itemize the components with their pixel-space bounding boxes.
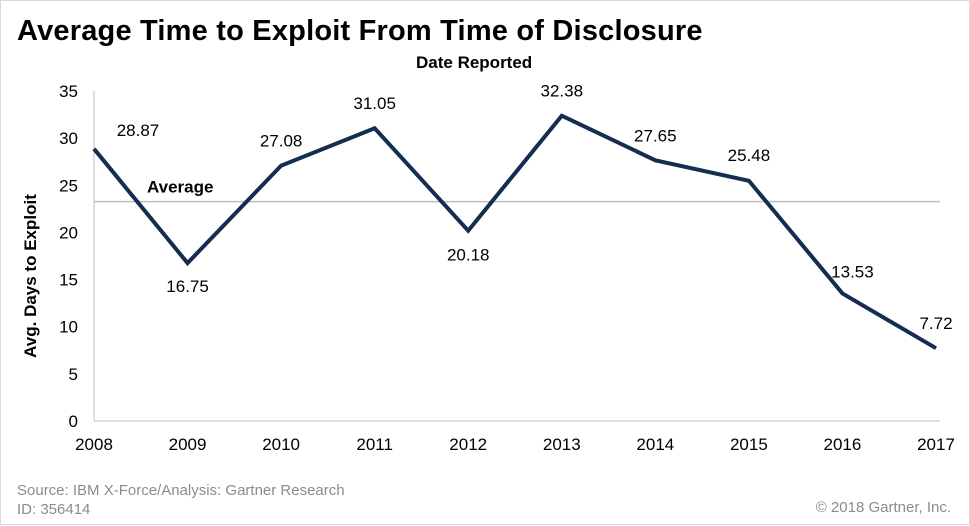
x-tick-label: 2010 [262, 435, 300, 454]
series-line [92, 113, 938, 350]
data-label: 20.18 [447, 246, 490, 265]
data-label: 28.87 [117, 121, 160, 140]
y-tick-label: 10 [59, 318, 78, 337]
data-label: 27.08 [260, 132, 303, 151]
y-tick-label: 20 [59, 223, 78, 242]
data-label: 32.38 [541, 82, 584, 101]
y-tick-label: 5 [69, 365, 78, 384]
data-label: 16.75 [166, 277, 209, 296]
x-tick-label: 2008 [75, 435, 113, 454]
y-tick-label: 25 [59, 176, 78, 195]
chart-title: Average Time to Exploit From Time of Dis… [17, 15, 703, 47]
x-tick-label: 2016 [824, 435, 862, 454]
x-tick-label: 2017 [917, 435, 955, 454]
average-label: Average [147, 178, 213, 197]
x-tick-label: 2013 [543, 435, 581, 454]
copyright-text: © 2018 Gartner, Inc. [815, 499, 951, 516]
source-note: Source: IBM X-Force/Analysis: Gartner Re… [17, 481, 345, 519]
x-tick-label: 2014 [636, 435, 674, 454]
x-tick-label: 2015 [730, 435, 768, 454]
y-tick-label: 30 [59, 129, 78, 148]
x-tick-label: 2009 [169, 435, 207, 454]
data-label: 31.05 [353, 94, 396, 113]
data-label: 7.72 [919, 314, 952, 333]
y-tick-label: 0 [69, 412, 78, 431]
data-label: 25.48 [728, 146, 771, 165]
x-tick-label: 2012 [449, 435, 487, 454]
y-tick-label: 35 [59, 82, 78, 101]
data-label: 13.53 [831, 262, 874, 281]
source-text: Source: IBM X-Force/Analysis: Gartner Re… [17, 482, 345, 499]
document-id: ID: 356414 [17, 501, 91, 518]
data-label: 27.65 [634, 126, 677, 145]
y-tick-label: 15 [59, 271, 78, 290]
chart-subtitle: Date Reported [416, 53, 533, 72]
x-tick-label: 2011 [356, 435, 393, 454]
